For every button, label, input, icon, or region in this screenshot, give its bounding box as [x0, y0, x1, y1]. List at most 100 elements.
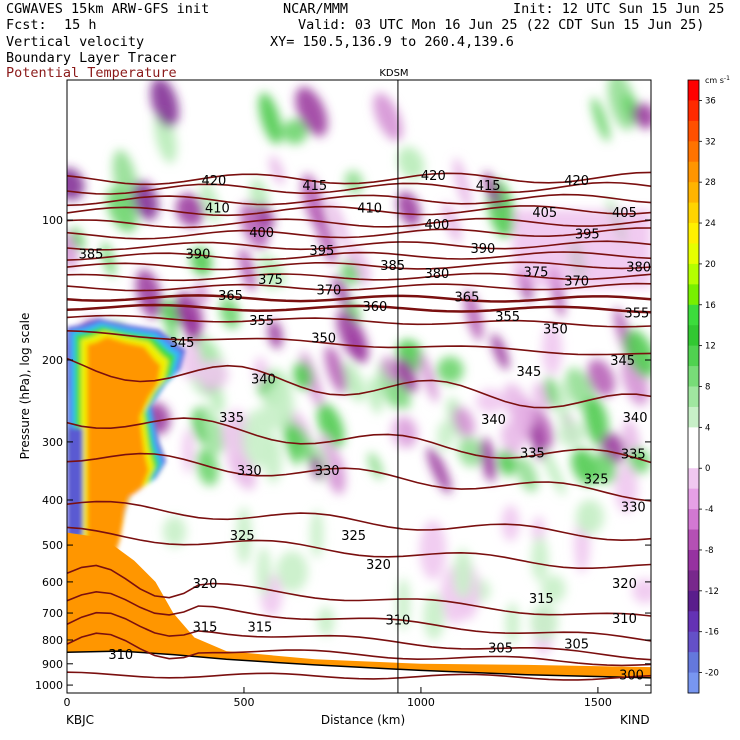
plot-frame [66, 79, 652, 694]
velocity-cell [197, 359, 229, 390]
colorbar-swatch [688, 631, 699, 653]
velocity-cell [436, 356, 464, 384]
velocity-cell [310, 455, 323, 480]
velocity-cell [627, 447, 651, 474]
theta-label: 320 [193, 577, 218, 592]
theta-contour [67, 671, 651, 681]
colorbar-label: -20 [705, 669, 719, 679]
velocity-cell [501, 504, 520, 542]
theta-contour [67, 330, 651, 356]
velocity-cell [175, 291, 203, 335]
theta-contour [67, 217, 651, 229]
theta-label: 415 [302, 179, 327, 194]
colorbar-swatch [688, 223, 699, 244]
colorbar-swatch [688, 345, 699, 367]
velocity-cell [498, 449, 517, 476]
theta-label: 395 [309, 244, 334, 259]
theta-label: 405 [612, 206, 637, 221]
theta-label: 330 [621, 500, 646, 515]
theta-contour [67, 357, 651, 409]
init-time: Init: 12 UTC Sun 15 Jun 25 [513, 1, 725, 17]
theta-label: 330 [315, 464, 340, 479]
theta-contour [67, 282, 651, 292]
velocity-cell [282, 119, 308, 145]
y-tick-label: 200 [42, 354, 63, 367]
forecast-hour: 15 h [64, 17, 97, 33]
theta-contour [67, 193, 651, 207]
velocity-cell [256, 203, 275, 230]
colorbar-swatch [688, 468, 699, 490]
x-end-station: KIND [620, 713, 650, 727]
theta-contour [67, 417, 651, 464]
velocity-cell [453, 157, 472, 210]
theta-contour [67, 564, 651, 617]
colorbar-swatch [688, 672, 699, 694]
velocity-cell [324, 345, 347, 395]
theta-contour [67, 314, 651, 328]
velocity-cell [419, 520, 447, 580]
colorbar-swatch [688, 509, 699, 531]
station-marker-label: KDSM [379, 68, 408, 79]
velocity-cell [501, 420, 525, 455]
colorbar-label: -4 [705, 505, 713, 515]
colorbar-label: 36 [705, 96, 716, 106]
x-tick-label: 1500 [584, 696, 612, 709]
colorbar-label: 28 [705, 178, 716, 188]
theta-label: 345 [610, 354, 635, 369]
colorbar-label: 0 [705, 464, 710, 474]
theta-label: 320 [366, 558, 391, 573]
theta-label: 380 [424, 267, 449, 282]
theta-label: 320 [612, 577, 637, 592]
theta-contour [67, 227, 651, 240]
colorbar-swatch [688, 570, 699, 592]
velocity-cell [200, 182, 220, 223]
terrain-line [67, 650, 651, 679]
colorbar-swatch [688, 80, 699, 101]
velocity-cell [67, 167, 85, 201]
theta-label: 380 [626, 261, 651, 276]
theta-label: 400 [249, 226, 274, 241]
velocity-cell [381, 356, 400, 383]
colorbar-label: 16 [705, 301, 716, 311]
colorbar-unit: cm s-1 [705, 75, 730, 85]
theta-label: 365 [218, 289, 243, 304]
theta-label: 315 [529, 592, 554, 607]
colorbar-label: 20 [705, 260, 716, 270]
velocity-cell [202, 403, 221, 455]
velocity-cell [491, 333, 510, 370]
velocity-cell [591, 97, 610, 142]
velocity-cell [622, 419, 640, 457]
theta-label: 355 [249, 314, 274, 329]
y-axis: 100 200 300 400 500 600 700 800 900 1000 [35, 214, 651, 692]
theta-label: 375 [258, 273, 283, 288]
velocity-cell [453, 406, 475, 438]
velocity-cell [293, 361, 313, 391]
y-tick-label: 300 [42, 436, 63, 449]
theta-label: 335 [219, 411, 244, 426]
theta-label: 305 [488, 641, 513, 656]
velocity-cell [367, 452, 384, 480]
theta-label: 335 [520, 446, 545, 461]
x-axis: 0 500 1000 1500 [64, 687, 612, 709]
velocity-cell [480, 437, 497, 482]
forecast-label: Fcst: [6, 17, 47, 33]
theta-label: 345 [516, 365, 541, 380]
theta-label: 330 [237, 464, 262, 479]
colorbar-swatch [688, 120, 699, 142]
velocity-cell [632, 102, 651, 129]
velocity-cell [336, 309, 369, 364]
theta-contour [67, 452, 651, 502]
colorbar-swatch [688, 427, 699, 449]
velocity-cell [373, 92, 403, 141]
velocity-cell [632, 578, 651, 604]
velocity-cell [317, 606, 335, 637]
velocity-cell [344, 170, 364, 195]
colorbar-swatch [688, 447, 699, 469]
colorbar-swatch [688, 590, 699, 612]
velocity-cell [101, 241, 116, 277]
theta-label: 340 [481, 413, 506, 428]
colorbar-swatch [688, 366, 699, 387]
boundary-layer-tracer-field [67, 318, 186, 587]
colorbar-swatch [688, 406, 699, 428]
colorbar-swatch [688, 263, 699, 285]
